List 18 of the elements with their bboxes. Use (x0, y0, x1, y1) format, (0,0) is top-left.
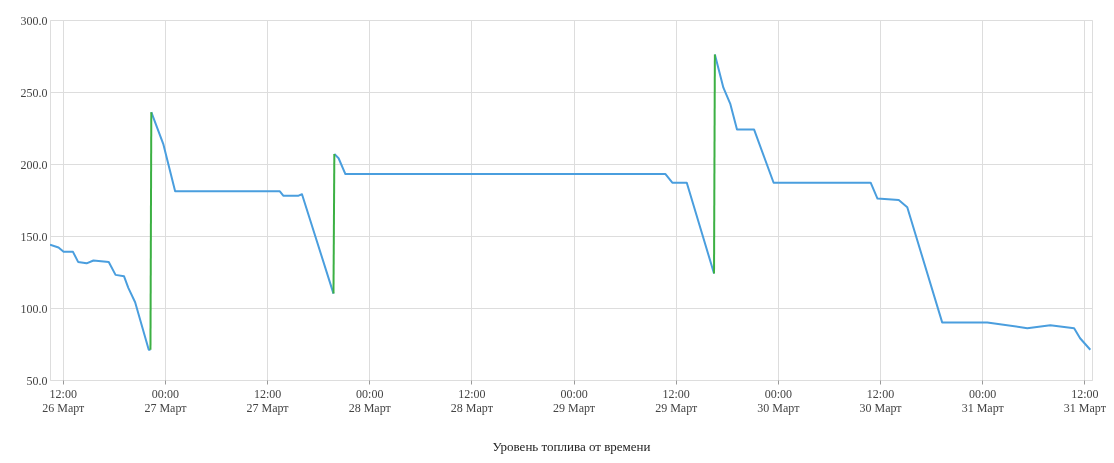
x-tick-label: 00:00 29 Март (553, 386, 596, 415)
y-tick-label: 100.0 (20, 301, 48, 316)
x-tick-label: 00:00 28 Март (348, 386, 392, 415)
y-tick-label: 300.0 (20, 13, 48, 28)
x-tick-label: 12:00 26 Март (42, 386, 86, 415)
x-tick-label: 00:00 31 Март (961, 386, 1005, 415)
y-tick-label: 250.0 (20, 85, 48, 100)
y-tick-label: 50.0 (26, 373, 48, 388)
x-tick-label: 12:00 28 Март (450, 386, 494, 415)
x-tick-label: 12:00 31 Март (1063, 386, 1107, 415)
x-tick-label: 00:00 30 Март (757, 386, 801, 415)
y-tick-label: 200.0 (20, 157, 48, 172)
x-tick-label: 12:00 30 Март (859, 386, 903, 415)
x-axis-title: Уровень топлива от времени (492, 438, 651, 454)
y-tick-label: 150.0 (20, 229, 48, 244)
x-tick-label: 00:00 27 Март (144, 386, 188, 415)
x-tick-label: 12:00 29 Март (655, 386, 698, 415)
x-tick-label: 12:00 27 Март (246, 386, 290, 415)
